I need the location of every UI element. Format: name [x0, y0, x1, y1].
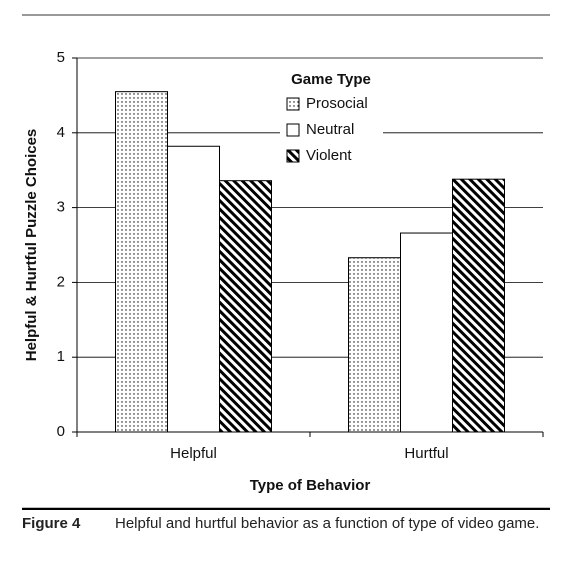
bar	[219, 180, 272, 433]
chart: 0 1 2 3 4 5 Helpful Hurtful Helpful & Hurtful P…	[22, 14, 550, 510]
y-tick-label: 2	[57, 273, 65, 290]
bar	[167, 145, 220, 433]
caption-label: Figure 4	[22, 515, 81, 532]
bar	[400, 232, 453, 433]
bar	[115, 91, 168, 433]
x-axis-title: Type of Behavior	[250, 477, 371, 494]
legend-title: Game Type	[291, 71, 371, 88]
y-tick-label: 5	[57, 49, 65, 66]
y-axis-title: Helpful & Hurtful Puzzle Choices	[23, 129, 40, 362]
y-tick-label: 1	[57, 348, 65, 365]
legend-label: Neutral	[306, 121, 354, 138]
legend-swatch	[286, 149, 300, 163]
bar	[452, 178, 505, 433]
legend-label: Violent	[306, 147, 352, 164]
x-tick-label: Helpful	[170, 445, 217, 462]
y-tick-label: 0	[57, 423, 65, 440]
legend: Prosocial Neutral Violent	[286, 95, 368, 164]
legend-swatch	[286, 97, 300, 111]
bars	[115, 91, 505, 433]
y-tick-label: 3	[57, 199, 65, 216]
legend-label: Prosocial	[306, 95, 368, 112]
caption-text: Helpful and hurtful behavior as a functi…	[115, 515, 540, 532]
bar	[348, 257, 401, 433]
legend-swatch	[286, 123, 300, 137]
x-tick-label: Hurtful	[404, 445, 448, 462]
y-tick-label: 4	[57, 124, 65, 141]
